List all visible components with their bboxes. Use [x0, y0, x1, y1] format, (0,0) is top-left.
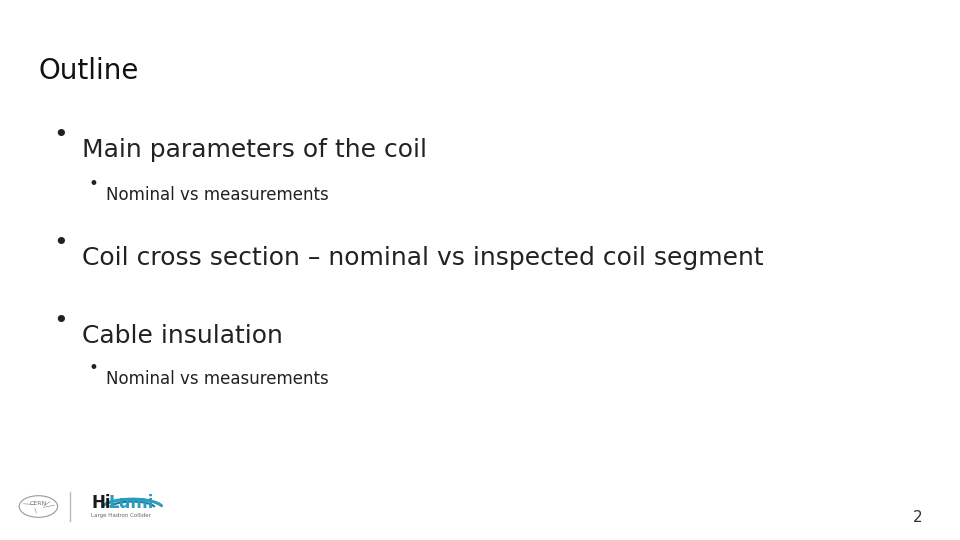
Text: 2: 2	[913, 510, 923, 525]
Text: Nominal vs measurements: Nominal vs measurements	[106, 186, 328, 204]
Text: Cable insulation: Cable insulation	[82, 324, 282, 348]
Text: •: •	[88, 175, 98, 193]
Text: Hi: Hi	[91, 494, 110, 512]
Text: Coil cross section – nominal vs inspected coil segment: Coil cross section – nominal vs inspecte…	[82, 246, 763, 269]
Text: •: •	[88, 359, 98, 377]
Text: Main parameters of the coil: Main parameters of the coil	[82, 138, 426, 161]
Text: Outline: Outline	[38, 57, 139, 85]
Text: •: •	[53, 231, 67, 255]
Text: •: •	[53, 123, 67, 147]
Text: Large Hadron Collider: Large Hadron Collider	[91, 512, 151, 518]
Text: Lumi: Lumi	[108, 494, 154, 512]
Text: CERN: CERN	[30, 501, 47, 507]
Text: •: •	[53, 309, 67, 333]
Text: Nominal vs measurements: Nominal vs measurements	[106, 370, 328, 388]
